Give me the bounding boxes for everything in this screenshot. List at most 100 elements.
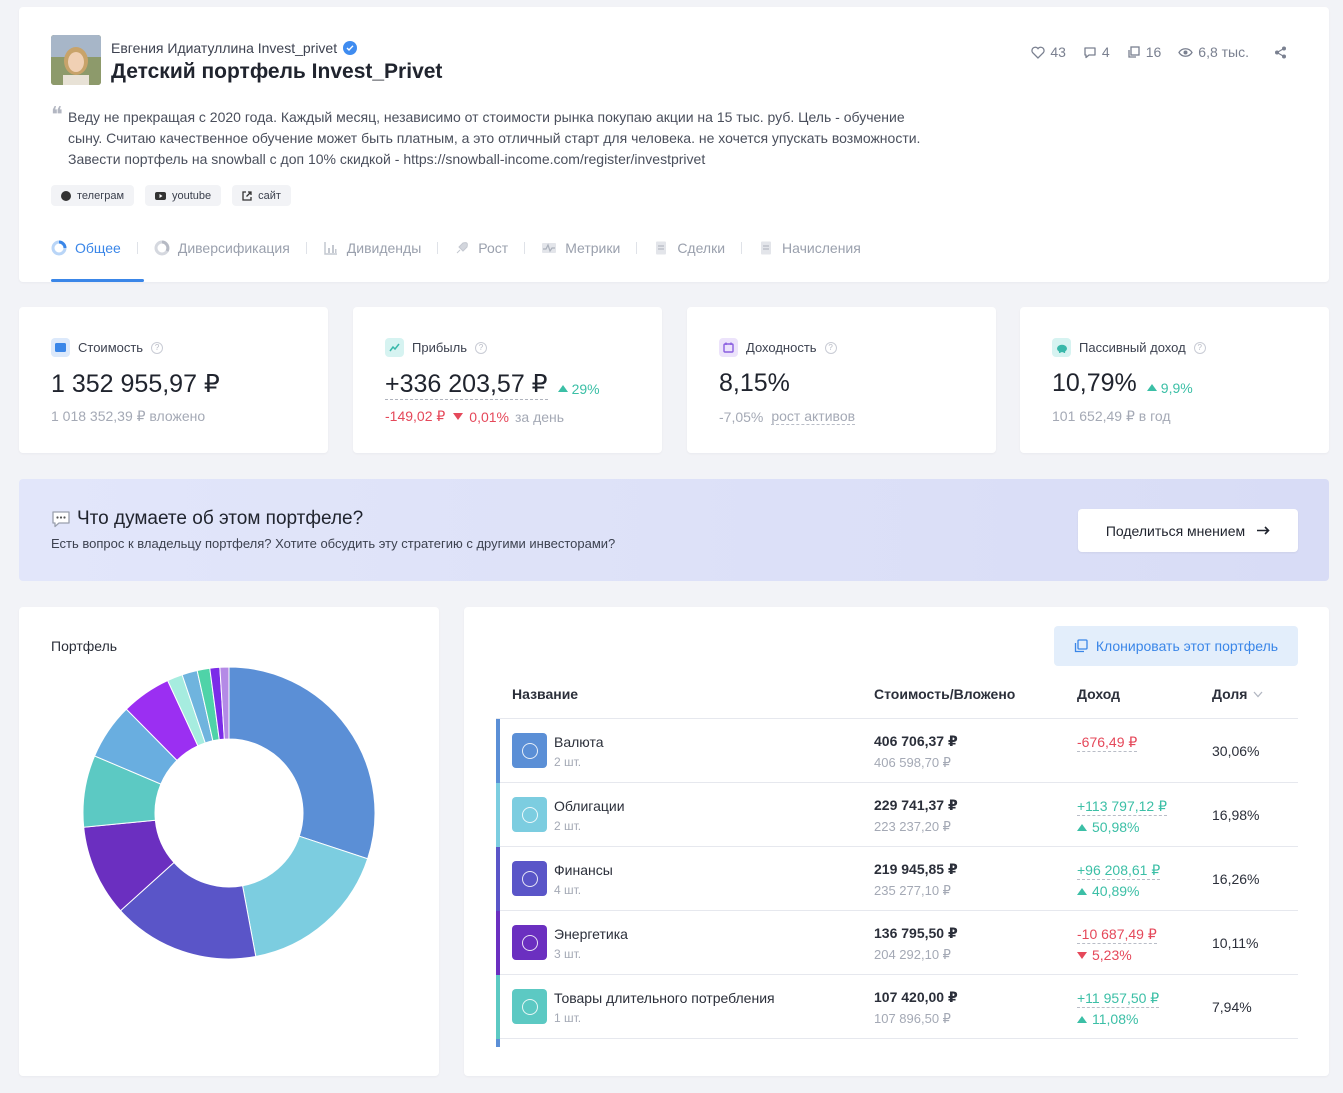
row-invested: 406 598,70 ₽ [874,755,951,770]
table-row[interactable]: Облигации 2 шт. 229 741,37 ₽ 223 237,20 … [496,783,1298,847]
comments-stat[interactable]: 4 [1083,44,1110,60]
portfolio-tabs: Общее Диверсификация Дивиденды Рост Метр… [51,237,861,259]
views-stat: 6,8 тыс. [1178,44,1249,60]
youtube-link[interactable]: youtube [145,185,222,206]
tab-accruals[interactable]: Начисления [758,237,861,259]
row-income-pct: 11,08% [1077,1011,1138,1027]
table-row[interactable]: Финансы 4 шт. 219 945,85 ₽ 235 277,10 ₽ … [496,847,1298,911]
tab-metrics[interactable]: Метрики [541,237,620,259]
donut-slice[interactable] [228,666,376,860]
metric-value: 10,79% 9,9% [1052,369,1193,398]
metric-label: Стоимость ? [51,338,164,357]
header-divider [496,718,1298,719]
donut-slice[interactable] [219,666,230,740]
description-line[interactable]: Завести портфель на snowball с доп 10% с… [68,151,706,167]
tab-dividends[interactable]: Дивиденды [323,237,421,259]
likes-stat[interactable]: 43 [1031,44,1066,60]
row-quantity: 2 шт. [554,819,582,833]
portfolio-chart-card: Портфель [19,607,439,1076]
share-opinion-button[interactable]: Поделиться мнением [1078,509,1298,552]
table-row[interactable]: Товары длительного потребления 1 шт. 107… [496,975,1298,1039]
page-title: Детский портфель Invest_Privet [111,60,443,83]
row-income[interactable]: +96 208,61 ₽ [1077,862,1161,880]
telegram-link[interactable]: телеграм [51,185,135,206]
row-quantity: 4 шт. [554,883,582,897]
author-avatar[interactable] [51,35,101,85]
donut-slice[interactable] [241,835,369,958]
row-income[interactable]: +11 957,50 ₽ [1077,990,1160,1008]
row-name[interactable]: Облигации [554,798,625,814]
tab-label: Общее [75,240,121,256]
tab-divider [636,242,638,254]
metric-card-passive-income: Пассивный доход ? 10,79% 9,9% 101 652,49… [1020,307,1329,453]
row-income[interactable]: +113 797,12 ₽ [1077,798,1168,816]
tab-label: Рост [478,240,509,256]
copies-stat[interactable]: 16 [1127,44,1161,60]
description-line: сыну. Считаю качественное обучение может… [68,130,921,146]
arrow-down-icon [1077,951,1087,959]
column-header-value[interactable]: Стоимость/Вложено [874,686,1016,702]
share-icon [1275,46,1286,58]
sector-icon [512,733,547,768]
row-income[interactable]: -676,49 ₽ [1077,734,1138,752]
tab-divider [136,242,138,254]
row-name[interactable]: Энергетика [554,926,628,942]
help-icon[interactable]: ? [474,341,487,354]
tab-divider [741,242,743,254]
quote-icon: ❝ [51,103,63,128]
portfolio-stats: 43 4 16 6,8 тыс. [1031,44,1287,60]
youtube-label: youtube [172,189,212,202]
metric-amount[interactable]: +336 203,57 ₽ [385,370,548,400]
day-change-amount: -149,02 ₽ [385,408,446,424]
calendar-icon [719,338,738,357]
bar-chart-icon [324,242,337,255]
column-header-name[interactable]: Название [512,686,579,702]
tab-general[interactable]: Общее [51,237,121,259]
row-name[interactable]: Финансы [554,862,613,878]
metric-label-text: Доходность [746,340,817,355]
metric-label-text: Прибыль [412,340,467,355]
metric-value: +336 203,57 ₽ 29% [385,369,600,400]
copy-icon [1128,45,1140,58]
row-invested: 235 277,10 ₽ [874,883,951,898]
metric-card-yield: Доходность ? 8,15% -7,05% рост активов [687,307,996,453]
help-icon[interactable]: ? [151,341,164,354]
metric-card-profit: Прибыль ? +336 203,57 ₽ 29% -149,02 ₽ 0,… [353,307,662,453]
help-icon[interactable]: ? [1193,341,1206,354]
annual-income: 101 652,49 ₽ в год [1052,408,1171,424]
row-invested: 204 292,10 ₽ [874,947,951,962]
clone-portfolio-label: Клонировать этот портфель [1095,638,1279,654]
row-value: 219 945,85 ₽ [874,861,958,877]
metric-label: Доходность ? [719,338,837,357]
row-value: 136 795,50 ₽ [874,925,958,941]
row-share: 30,06% [1212,743,1260,759]
tab-trades[interactable]: Сделки [653,237,725,259]
external-link-icon [242,190,252,201]
verified-icon [343,41,358,55]
tab-label: Диверсификация [177,240,290,256]
tab-diversification[interactable]: Диверсификация [154,237,290,259]
row-share: 16,26% [1212,871,1260,887]
table-row[interactable]: Энергетика 3 шт. 136 795,50 ₽ 204 292,10… [496,911,1298,975]
asset-growth-link[interactable]: рост активов [771,408,856,425]
share-button[interactable] [1274,46,1287,59]
table-row[interactable]: Валюта 2 шт. 406 706,37 ₽ 406 598,70 ₽ -… [496,719,1298,783]
column-header-share[interactable]: Доля [1212,686,1263,702]
metric-sub: 1 018 352,39 ₽ вложено [51,408,205,425]
metric-label-text: Стоимость [78,340,144,355]
row-value: 107 420,00 ₽ [874,989,958,1005]
site-link[interactable]: сайт [232,185,291,206]
column-header-income[interactable]: Доход [1077,686,1121,702]
rocket-icon [456,242,469,254]
social-links: телеграм youtube сайт [51,185,291,206]
row-income[interactable]: -10 687,49 ₽ [1077,926,1157,944]
row-name[interactable]: Товары длительного потребления [554,990,775,1006]
row-name[interactable]: Валюта [554,734,604,750]
portfolio-donut-chart [82,666,376,960]
author-name[interactable]: Евгения Идиатуллина Invest_privet [111,40,358,56]
tab-growth[interactable]: Рост [454,237,508,259]
tab-label: Сделки [677,240,726,256]
clone-portfolio-button[interactable]: Клонировать этот портфель [1054,626,1298,666]
help-icon[interactable]: ? [824,341,837,354]
author-name-text[interactable]: Евгения Идиатуллина Invest_privet [111,40,338,56]
